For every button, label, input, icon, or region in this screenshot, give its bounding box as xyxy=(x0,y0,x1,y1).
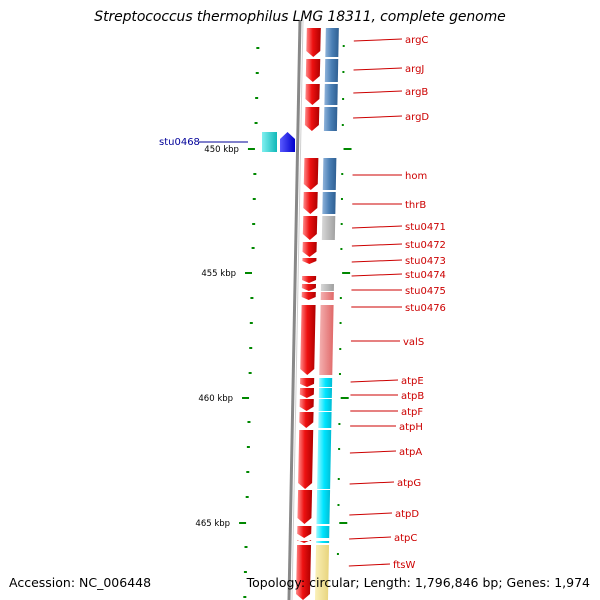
reverse-gene-label-stu0468: stu0468 xyxy=(159,137,200,148)
gene-arrow-atpB xyxy=(299,388,315,398)
cog-bar-argB xyxy=(324,84,338,105)
gene-arrow-atpG xyxy=(297,490,313,524)
gene-arrow-stu0475 xyxy=(301,284,316,291)
cog-bar-stu0475 xyxy=(320,284,334,291)
cog-bar-atpH xyxy=(318,412,332,428)
gene-arrow-argJ xyxy=(305,59,321,82)
gene-arrow-atpE xyxy=(300,378,315,387)
gene-label-stu0473: stu0473 xyxy=(405,256,446,267)
gene-arrow-hom xyxy=(303,158,319,190)
cog-bar-valS xyxy=(319,305,334,375)
backbone-line xyxy=(287,19,302,600)
gene-arrow-argB xyxy=(305,84,320,105)
gene-arrow-atpA xyxy=(298,430,314,489)
gene-label-stu0472: stu0472 xyxy=(405,240,446,251)
gene-arrow-stu0472 xyxy=(302,242,317,257)
gene-arrow-atpD xyxy=(297,526,312,538)
gene-label-atpA: atpA xyxy=(399,447,422,458)
gene-label-argB: argB xyxy=(405,87,428,98)
scale-label: 460 kbp xyxy=(198,394,233,404)
gene-label-atpH: atpH xyxy=(399,422,423,433)
gene-label-atpD: atpD xyxy=(395,509,419,520)
gene-arrow-atpF xyxy=(299,399,314,411)
gene-label-stu0475: stu0475 xyxy=(405,286,446,297)
reverse-cog-box-stu0468 xyxy=(262,132,277,152)
cog-bar-atpE xyxy=(319,378,333,387)
genome-title: Streptococcus thermophilus LMG 18311, co… xyxy=(94,9,506,25)
cog-bar-hom xyxy=(322,158,337,190)
cog-bar-atpA xyxy=(317,430,332,489)
gene-label-atpE: atpE xyxy=(401,376,424,387)
backbone-highlight xyxy=(291,19,304,600)
gene-arrow-atpH xyxy=(299,412,314,428)
gene-arrow-stu0476 xyxy=(301,292,316,300)
gene-arrow-valS xyxy=(300,305,316,375)
gene-connector-stu0473 xyxy=(351,259,403,263)
cog-bar-stu0471 xyxy=(321,216,336,240)
cog-bar-atpD xyxy=(316,526,330,538)
gene-label-hom: hom xyxy=(405,171,427,182)
gene-arrow-argC xyxy=(306,28,321,57)
gene-connector-stu0474 xyxy=(351,273,403,277)
accession-text: Accession: NC_006448 xyxy=(9,575,152,590)
gene-connector-argC xyxy=(353,38,403,42)
gene-label-stu0471: stu0471 xyxy=(405,222,446,233)
gene-connector-argD xyxy=(353,115,403,119)
scale-label: 450 kbp xyxy=(204,145,239,155)
cog-bar-atpG xyxy=(316,490,331,524)
gene-label-atpC: atpC xyxy=(394,533,417,544)
gene-arrow-stu0474 xyxy=(302,276,317,283)
gene-layer xyxy=(262,28,321,600)
gene-arrow-stu0473 xyxy=(302,258,317,264)
gene-label-argC: argC xyxy=(405,35,428,46)
genome-summary-text: Topology: circular; Length: 1,796,846 bp… xyxy=(246,575,590,590)
scale-label: 455 kbp xyxy=(201,269,236,279)
gene-label-valS: valS xyxy=(403,337,424,348)
cog-bar-argC xyxy=(325,28,339,57)
tick-layer xyxy=(239,45,352,598)
gene-connector-atpC xyxy=(349,536,392,540)
cog-bar-argD xyxy=(323,107,338,131)
label-layer: 450 kbp 455 kbp 460 kbp 465 kbp argC argJ argB… xyxy=(159,35,446,571)
gene-label-stu0474: stu0474 xyxy=(405,270,446,281)
backbone-layer xyxy=(287,19,304,600)
gene-connector-stu0471 xyxy=(352,225,403,229)
gene-connector-argJ xyxy=(353,67,403,71)
gene-connector-atpD xyxy=(349,512,393,516)
gene-connector-ftsW xyxy=(348,563,391,567)
gene-arrow-thrB xyxy=(303,192,318,214)
cog-bar-thrB xyxy=(322,192,336,214)
cog-bar-atpB xyxy=(318,388,333,398)
gene-connector-argB xyxy=(353,90,403,94)
cog-bar-stu0476 xyxy=(320,292,334,300)
gene-label-atpG: atpG xyxy=(397,478,421,489)
gene-connector-stu0472 xyxy=(351,243,403,247)
reverse-gene-arrow-stu0468 xyxy=(280,132,295,152)
gene-label-stu0476: stu0476 xyxy=(405,303,446,314)
scale-label: 465 kbp xyxy=(195,519,230,529)
gene-arrow-stu0471 xyxy=(302,216,318,240)
cog-bar-ftsW xyxy=(315,545,330,600)
gene-label-argD: argD xyxy=(405,112,429,123)
gene-label-atpB: atpB xyxy=(401,391,424,402)
gene-label-thrB: thrB xyxy=(405,200,426,211)
cog-bar-atpC xyxy=(316,541,330,543)
gene-connector-atpE xyxy=(350,379,399,383)
gene-connector-atpA xyxy=(349,450,397,454)
gene-arrow-ftsW xyxy=(296,545,312,600)
cog-bar-argJ xyxy=(324,59,339,82)
gene-label-argJ: argJ xyxy=(405,64,424,75)
gene-label-atpF: atpF xyxy=(401,407,423,418)
cog-layer xyxy=(315,28,339,600)
gene-arrow-atpC xyxy=(297,540,312,543)
gene-arrow-argD xyxy=(304,107,320,131)
cog-bar-atpF xyxy=(318,399,332,411)
gene-connector-atpG xyxy=(349,481,395,485)
gene-label-ftsW: ftsW xyxy=(393,560,415,571)
